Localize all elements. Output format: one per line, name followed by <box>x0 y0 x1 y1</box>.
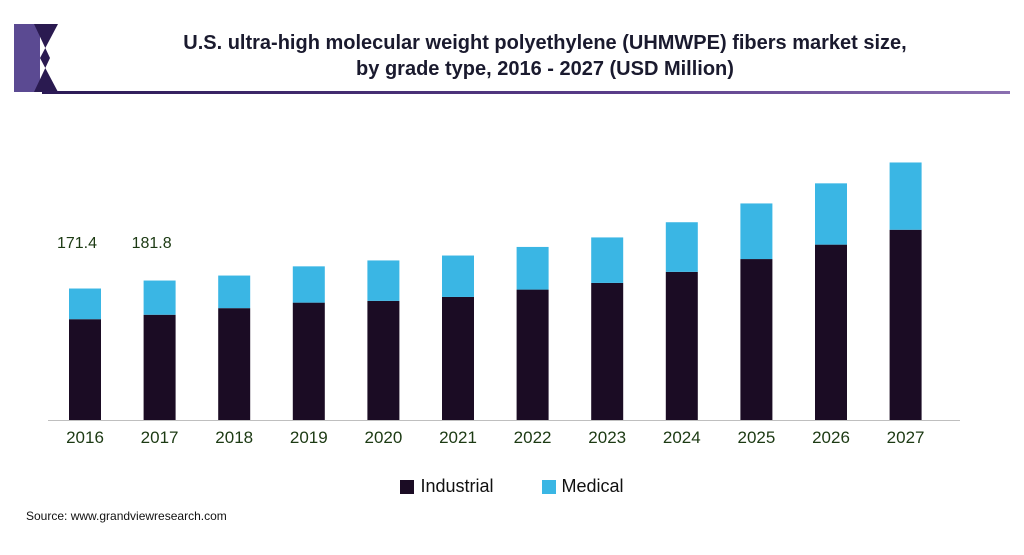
bar-medical-2018 <box>218 275 251 309</box>
bar-industrial-2024 <box>665 271 698 420</box>
x-tick-label-2027: 2027 <box>887 428 925 447</box>
bar-medical-2021 <box>442 255 474 297</box>
x-tick-labels: 2016 2017 2018 2019 2020 2021 2022 2023 2024 2025… <box>66 428 924 447</box>
chart-title-line-1: U.S. ultra-high molecular weight polyeth… <box>183 32 907 54</box>
bar-industrial-2027 <box>889 229 922 420</box>
x-tick-label-2019: 2019 <box>290 428 328 447</box>
bar-industrial-2020 <box>367 300 400 420</box>
bar-industrial-2019 <box>292 302 325 420</box>
legend: Industrial Medical <box>0 476 1024 497</box>
bar-industrial-2017 <box>143 314 176 420</box>
chart-title: U.S. ultra-high molecular weight polyeth… <box>70 30 1020 82</box>
data-label-2017: 181.8 <box>132 235 172 252</box>
x-tick-label-2023: 2023 <box>588 428 626 447</box>
bar-industrial-2021 <box>442 296 474 420</box>
bar-medical-2019 <box>292 266 325 303</box>
legend-swatch-medical <box>541 479 556 494</box>
x-tick-label-2022: 2022 <box>514 428 552 447</box>
bar-industrial-2016 <box>69 319 101 420</box>
source-note: Source: www.grandviewresearch.com <box>26 509 227 523</box>
x-tick-label-2017: 2017 <box>141 428 179 447</box>
bar-industrial-2025 <box>740 259 773 420</box>
bar-medical-2020 <box>367 260 400 301</box>
x-tick-label-2025: 2025 <box>737 428 775 447</box>
stacked-bar-chart: 2016 2017 2018 2019 2020 2021 2022 2023 2024 2025… <box>48 162 960 447</box>
x-tick-label-2026: 2026 <box>812 428 850 447</box>
bar-medical-2026 <box>815 183 847 245</box>
x-tick-label-2020: 2020 <box>364 428 402 447</box>
legend-item-medical: Medical <box>541 476 624 497</box>
bar-medical-2017 <box>143 280 176 315</box>
bar-industrial-2018 <box>218 308 251 420</box>
bar-group <box>69 162 922 420</box>
bar-medical-2025 <box>740 203 773 260</box>
x-tick-label-2018: 2018 <box>215 428 253 447</box>
bar-medical-2023 <box>591 237 624 283</box>
data-labels: 171.4 181.8 <box>57 235 172 252</box>
data-label-2016: 171.4 <box>57 235 97 252</box>
chart-title-line-2: by grade type, 2016 - 2027 (USD Million) <box>356 58 734 80</box>
header-divider <box>42 91 1010 94</box>
bar-industrial-2022 <box>516 289 549 420</box>
legend-label-industrial: Industrial <box>420 476 494 496</box>
legend-swatch-industrial <box>400 479 415 494</box>
bar-industrial-2026 <box>815 244 847 420</box>
bar-medical-2027 <box>889 162 922 230</box>
bar-medical-2022 <box>516 246 549 290</box>
x-tick-label-2024: 2024 <box>663 428 701 447</box>
x-tick-label-2021: 2021 <box>439 428 477 447</box>
grand-view-logo-icon <box>14 24 58 92</box>
bar-industrial-2023 <box>591 282 624 420</box>
bar-medical-2024 <box>665 222 698 272</box>
x-tick-label-2016: 2016 <box>66 428 104 447</box>
chart-header: U.S. ultra-high molecular weight polyeth… <box>0 0 1024 95</box>
legend-item-industrial: Industrial <box>400 476 494 497</box>
bar-medical-2016 <box>69 288 101 320</box>
legend-label-medical: Medical <box>561 476 624 496</box>
